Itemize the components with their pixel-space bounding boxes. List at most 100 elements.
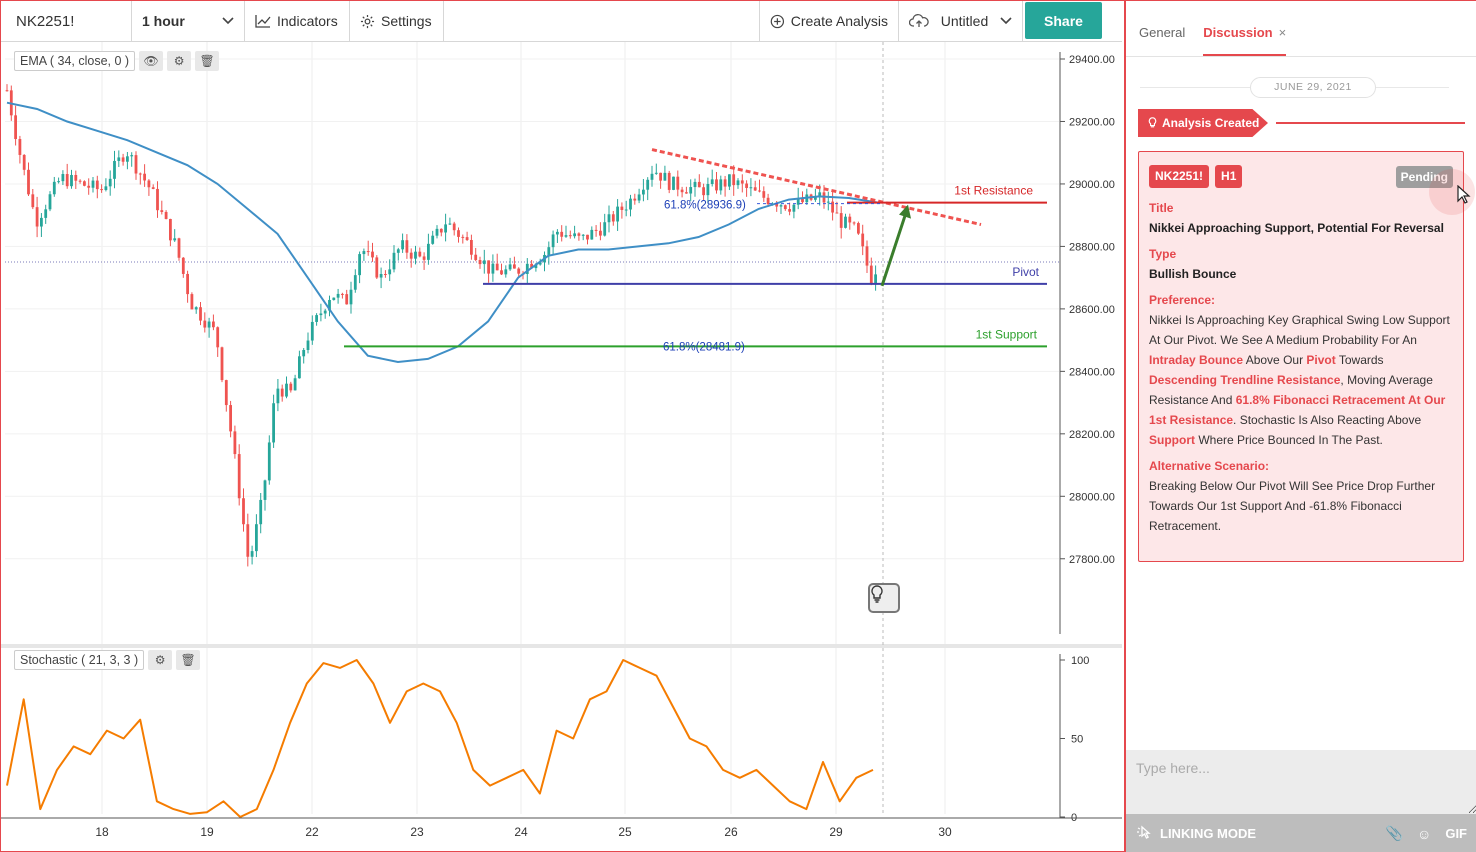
- resistance-label: 1st Resistance: [954, 184, 1033, 198]
- candle-body: [482, 260, 486, 265]
- gear-icon: [360, 14, 375, 28]
- candle-body: [113, 160, 116, 179]
- share-button[interactable]: Share: [1025, 2, 1102, 39]
- candle-body: [852, 222, 856, 224]
- candle-body: [775, 204, 779, 207]
- cloud-upload-icon: [909, 14, 929, 27]
- pref-highlight-1: Intraday Bounce: [1149, 353, 1244, 367]
- candle-body: [332, 297, 336, 300]
- emoji-icon[interactable]: ☺: [1417, 825, 1432, 842]
- chart-toolbar: NK2251! 1 hour Indicators Settings Creat…: [1, 1, 1122, 42]
- price-axis-label: 29400.00: [1069, 54, 1115, 66]
- candle-body: [388, 269, 392, 275]
- candle-body: [745, 183, 748, 188]
- candle-body: [753, 187, 757, 191]
- candle-body: [169, 218, 172, 241]
- price-axis-label: 27800.00: [1069, 554, 1115, 566]
- paperclip-icon[interactable]: 📎: [1385, 825, 1404, 841]
- candle-body: [108, 178, 112, 187]
- candle-body: [259, 499, 263, 525]
- candle-body: [319, 313, 323, 316]
- candle-body: [826, 201, 830, 203]
- indicators-button[interactable]: Indicators: [245, 1, 350, 41]
- candle-body: [594, 229, 598, 231]
- lightbulb-icon: [871, 585, 883, 603]
- candle-body: [212, 321, 215, 328]
- candle-body: [100, 189, 103, 191]
- candle-body: [70, 174, 73, 187]
- candle-body: [581, 234, 585, 236]
- eye-icon[interactable]: 👁: [139, 51, 164, 71]
- candle-body: [220, 347, 224, 381]
- candle-body: [138, 173, 142, 175]
- candle-body: [315, 315, 318, 322]
- candle-body: [728, 174, 731, 187]
- candle-body: [401, 240, 404, 250]
- chart-area[interactable]: 29400.00 29200.00 29000.00 28800.00 28600.00…: [1, 42, 1122, 852]
- gear-icon[interactable]: ⚙: [167, 51, 192, 71]
- gif-button[interactable]: GIF: [1445, 826, 1467, 841]
- analysis-card[interactable]: NK2251! H1 Pending Title Nikkei Approach…: [1138, 151, 1464, 562]
- close-icon[interactable]: ×: [1278, 25, 1287, 40]
- candle-body: [194, 307, 198, 310]
- tab-discussion-label: Discussion: [1203, 25, 1273, 40]
- trash-icon[interactable]: 🗑: [195, 51, 220, 71]
- idea-bulb-button[interactable]: [868, 583, 900, 613]
- type-value: Bullish Bounce: [1149, 267, 1237, 281]
- candle-body: [104, 186, 108, 190]
- candle-body: [719, 179, 723, 191]
- price-axis-label: 29000.00: [1069, 179, 1115, 191]
- candle-body: [620, 206, 624, 210]
- candle-body: [328, 299, 331, 311]
- candle-body: [65, 174, 69, 187]
- symbol-selector[interactable]: NK2251!: [1, 1, 132, 41]
- date-pill: JUNE 29, 2021: [1250, 77, 1376, 98]
- candle-body: [839, 213, 843, 228]
- candle-body: [199, 307, 202, 321]
- bounce-arrow-head: [899, 204, 911, 219]
- tab-general[interactable]: General: [1139, 25, 1185, 56]
- candle-body: [246, 524, 250, 557]
- candle-body: [861, 233, 865, 247]
- candle-body: [345, 294, 349, 305]
- candle-body: [478, 260, 482, 265]
- candle-body: [749, 187, 753, 189]
- create-analysis-button[interactable]: Create Analysis: [760, 1, 899, 41]
- candle-body: [762, 191, 766, 198]
- candle-body: [818, 192, 822, 197]
- pref-text-2: Above Our: [1243, 353, 1307, 367]
- ema-line: [6, 101, 880, 364]
- chart-canvas[interactable]: 29400.00 29200.00 29000.00 28800.00 28600.00…: [1, 42, 1122, 852]
- candle-body: [375, 257, 379, 278]
- candle-body: [517, 268, 521, 274]
- layout-dropdown[interactable]: Untitled: [899, 1, 1023, 41]
- candle-body: [689, 187, 693, 194]
- title-label: Title: [1149, 201, 1174, 215]
- pref-highlight-5: Support: [1149, 433, 1195, 447]
- candle-body: [371, 251, 374, 258]
- fib-lower-label: 61.8%(28481.9): [663, 341, 745, 353]
- pointer-click-icon[interactable]: [1136, 825, 1154, 843]
- time-axis-label: 29: [829, 825, 843, 839]
- candle-body: [586, 234, 589, 240]
- candle-body: [298, 356, 301, 379]
- tab-discussion[interactable]: Discussion ×: [1203, 25, 1287, 56]
- time-axis-label: 30: [938, 825, 952, 839]
- timeframe-badge: H1: [1215, 164, 1243, 188]
- candle-body: [556, 231, 559, 235]
- candle-body: [568, 235, 572, 237]
- comment-input[interactable]: [1126, 750, 1476, 814]
- pref-highlight-2: Pivot: [1306, 353, 1336, 367]
- candle-body: [242, 498, 245, 525]
- candle-body: [848, 216, 852, 223]
- candle-body: [599, 230, 602, 236]
- settings-button[interactable]: Settings: [350, 1, 444, 41]
- symbol-label: NK2251!: [16, 12, 75, 30]
- plus-circle-icon: [770, 14, 785, 28]
- gear-icon[interactable]: ⚙: [148, 650, 173, 670]
- interval-dropdown[interactable]: 1 hour: [132, 1, 245, 41]
- trash-icon[interactable]: 🗑: [176, 650, 201, 670]
- pane-separator: [1, 644, 1122, 648]
- candle-body: [78, 180, 82, 182]
